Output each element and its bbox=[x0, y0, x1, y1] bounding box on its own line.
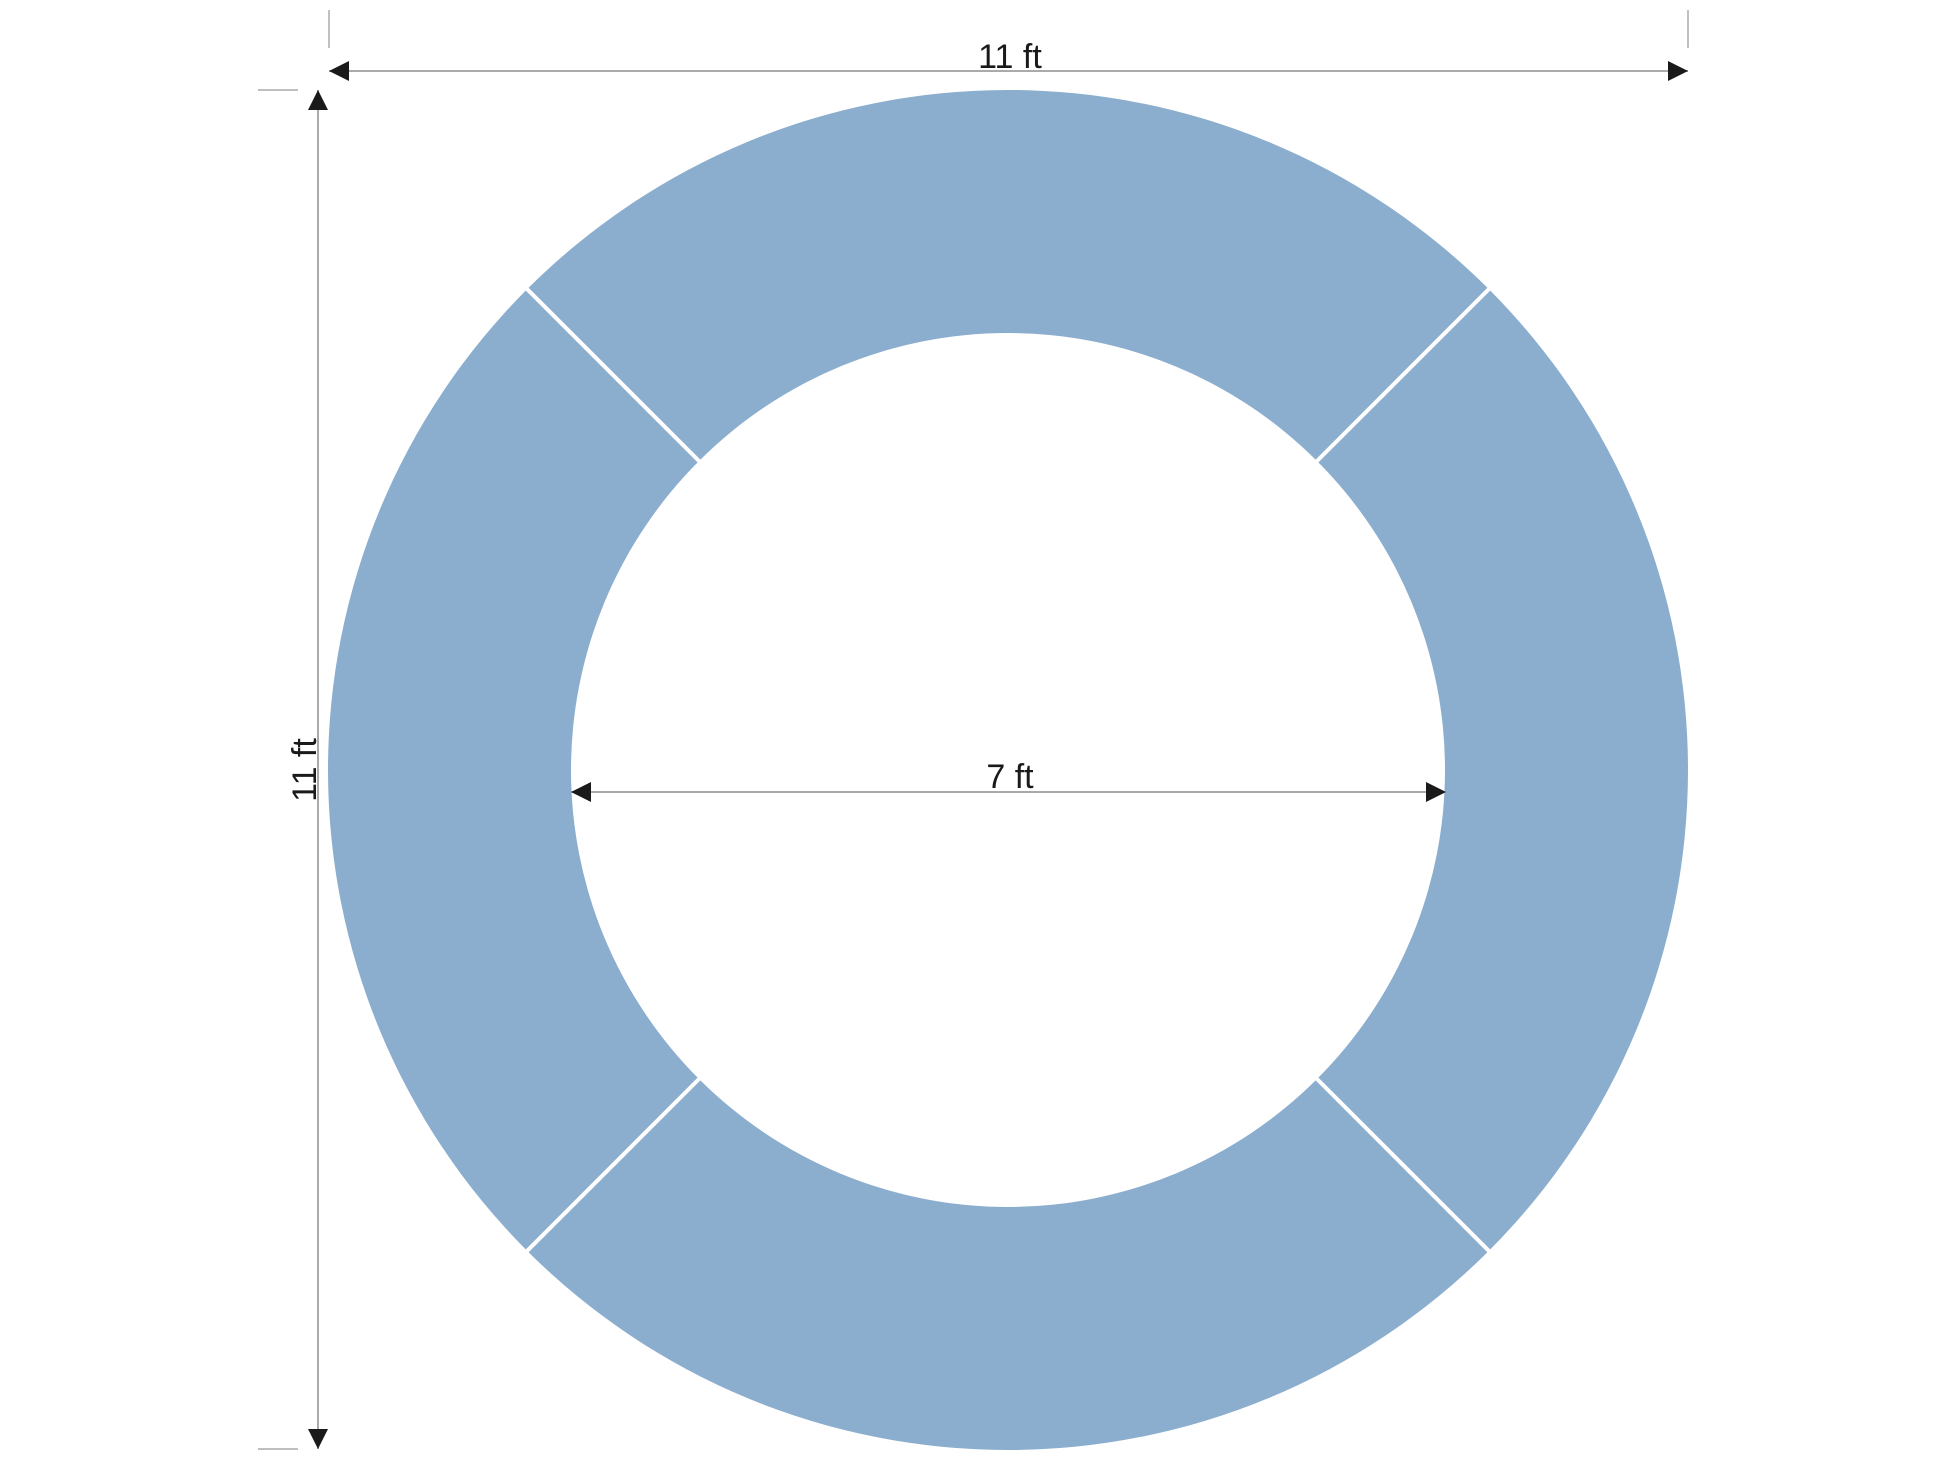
outer-width-label: 11 ft bbox=[978, 38, 1042, 76]
inner-diameter-label: 7 ft bbox=[986, 758, 1034, 796]
segment-divider bbox=[522, 1075, 703, 1256]
segment-divider bbox=[522, 284, 703, 465]
segment-divider bbox=[1313, 284, 1494, 465]
height-label: 11 ft bbox=[286, 738, 324, 802]
segment-divider bbox=[1313, 1075, 1494, 1256]
